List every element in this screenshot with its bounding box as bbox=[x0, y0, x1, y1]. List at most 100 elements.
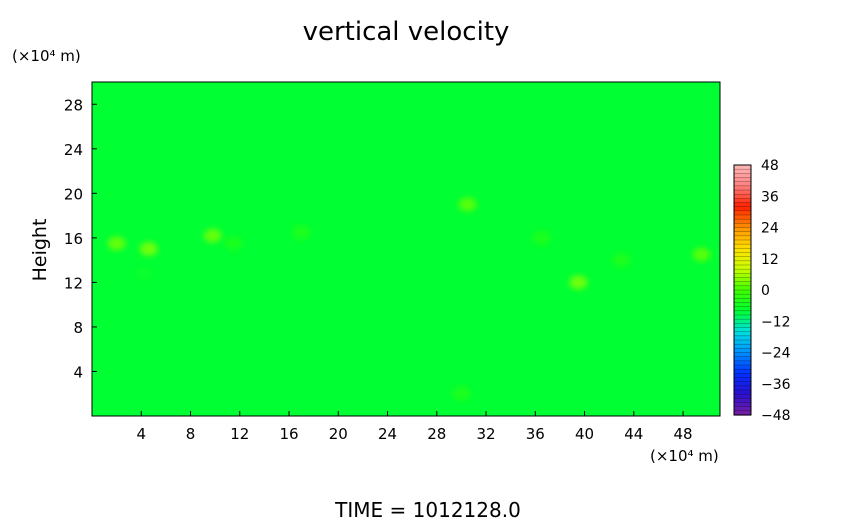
colorbar-band bbox=[734, 331, 751, 337]
colorbar-band bbox=[734, 181, 751, 187]
colorbar: 48 36 24 12 0 −12 −24 −36 −48 bbox=[733, 158, 791, 424]
colorbar-band bbox=[734, 165, 751, 170]
colorbar-label-24: 24 bbox=[761, 221, 779, 237]
colorbar-band bbox=[734, 235, 751, 241]
x-tick-label-36: 36 bbox=[526, 425, 545, 443]
colorbar-band bbox=[734, 219, 751, 224]
colorbar-band bbox=[734, 265, 751, 270]
colorbar-band bbox=[734, 319, 751, 324]
colorbar-band bbox=[734, 210, 751, 216]
colorbar-band bbox=[734, 302, 751, 308]
colorbar-band bbox=[734, 223, 751, 229]
colorbar-band bbox=[734, 360, 751, 366]
data-anomaly-10 bbox=[692, 247, 711, 262]
data-anomaly-6 bbox=[458, 197, 477, 212]
colorbar-band bbox=[734, 365, 751, 370]
colorbar-band bbox=[734, 406, 751, 412]
colorbar-band bbox=[734, 348, 751, 354]
data-anomaly-3 bbox=[203, 228, 222, 243]
colorbar-band bbox=[734, 177, 751, 183]
colorbar-band bbox=[734, 269, 751, 274]
anomaly-layer bbox=[107, 197, 711, 401]
colorbar-band bbox=[734, 327, 751, 333]
colorbar-band bbox=[734, 190, 751, 195]
colorbar-band bbox=[734, 369, 751, 374]
colorbar-band bbox=[734, 215, 751, 220]
colorbar-label-48: 48 bbox=[761, 158, 779, 174]
colorbar-label--36: −36 bbox=[761, 377, 791, 393]
colorbar-band bbox=[734, 206, 751, 212]
x-tick-label-12: 12 bbox=[230, 425, 249, 443]
plot-area bbox=[91, 81, 721, 417]
y-tick-label-4: 4 bbox=[73, 363, 83, 381]
colorbar-band bbox=[734, 315, 751, 320]
time-label: TIME = 1012128.0 bbox=[334, 498, 521, 519]
colorbar-band bbox=[734, 352, 751, 358]
colorbar-band bbox=[734, 194, 751, 199]
x-tick-label-24: 24 bbox=[378, 425, 397, 443]
y-axis-label: Height bbox=[29, 219, 51, 282]
data-anomaly-4 bbox=[224, 236, 243, 251]
x-tick-label-44: 44 bbox=[624, 425, 643, 443]
chart-title: vertical velocity bbox=[303, 17, 510, 47]
colorbar-band bbox=[734, 335, 751, 341]
colorbar-band bbox=[734, 169, 751, 174]
colorbar-band bbox=[734, 402, 751, 408]
colorbar-band bbox=[734, 294, 751, 299]
colorbar-band bbox=[734, 344, 751, 349]
x-tick-label-16: 16 bbox=[279, 425, 298, 443]
colorbar-band bbox=[734, 394, 751, 399]
colorbar-band bbox=[734, 231, 751, 237]
colorbar-label-36: 36 bbox=[761, 189, 779, 205]
data-anomaly-1 bbox=[139, 242, 158, 256]
x-axis-unit: (×10⁴ m) bbox=[650, 447, 719, 465]
plot-background bbox=[92, 82, 720, 416]
colorbar-band bbox=[734, 410, 751, 416]
x-tick-label-8: 8 bbox=[186, 425, 196, 443]
y-tick-label-8: 8 bbox=[73, 319, 83, 337]
colorbar-band bbox=[734, 285, 751, 291]
colorbar-band bbox=[734, 202, 751, 208]
plot-frame bbox=[91, 81, 721, 417]
colorbar-band bbox=[734, 260, 751, 266]
colorbar-band bbox=[734, 277, 751, 283]
y-tick-label-12: 12 bbox=[64, 274, 83, 292]
colorbar-band bbox=[734, 385, 751, 391]
colorbar-band bbox=[734, 290, 751, 295]
data-anomaly-8 bbox=[569, 275, 588, 290]
y-axis-unit: (×10⁴ m) bbox=[12, 47, 81, 65]
x-tick-label-20: 20 bbox=[329, 425, 348, 443]
colorbar-frame bbox=[733, 164, 752, 416]
colorbar-band bbox=[734, 273, 751, 279]
data-anomaly-11 bbox=[452, 386, 471, 401]
colorbar-band bbox=[734, 398, 751, 404]
x-tick-label-32: 32 bbox=[476, 425, 495, 443]
colorbar-band bbox=[734, 281, 751, 287]
colorbar-band bbox=[734, 377, 751, 383]
data-anomaly-2 bbox=[107, 236, 126, 251]
colorbar-band bbox=[734, 323, 751, 329]
colorbar-band bbox=[734, 256, 751, 262]
colorbar-band bbox=[734, 373, 751, 379]
y-tick-label-24: 24 bbox=[64, 141, 83, 159]
colorbar-band bbox=[734, 244, 751, 249]
colorbar-label--12: −12 bbox=[761, 314, 791, 330]
data-anomaly-0 bbox=[134, 266, 153, 281]
colorbar-band bbox=[734, 306, 751, 312]
colorbar-band bbox=[734, 310, 751, 316]
y-tick-label-20: 20 bbox=[64, 185, 83, 203]
colorbar-band bbox=[734, 298, 751, 304]
colorbar-band bbox=[734, 381, 751, 387]
colorbar-label--48: −48 bbox=[761, 408, 791, 424]
y-tick-label-16: 16 bbox=[64, 230, 83, 248]
x-axis-ticks: 4 8 12 16 20 24 28 32 36 40 44 48 bbox=[136, 411, 693, 443]
colorbar-band bbox=[734, 185, 751, 191]
x-tick-label-40: 40 bbox=[575, 425, 594, 443]
colorbar-band bbox=[734, 173, 751, 179]
data-anomaly-9 bbox=[612, 253, 631, 268]
x-tick-label-28: 28 bbox=[427, 425, 446, 443]
x-tick-label-4: 4 bbox=[136, 425, 146, 443]
x-tick-label-48: 48 bbox=[674, 425, 693, 443]
colorbar-label-0: 0 bbox=[761, 283, 770, 299]
